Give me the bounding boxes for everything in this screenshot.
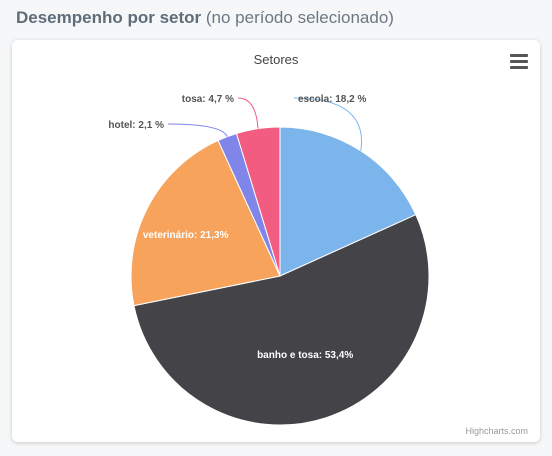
pie-chart: Setores escola: 18,2 % banho e tosa: 53,4… <box>108 52 430 426</box>
data-label-tosa: tosa: 4,7 % <box>182 94 234 105</box>
connector-hotel <box>167 123 228 137</box>
data-label-veterinário: veterinário: 21,3% <box>143 230 229 241</box>
data-label-hotel: hotel: 2,1 % <box>108 120 164 131</box>
pie-slice-tosa[interactable] <box>235 126 281 277</box>
section-title: Desempenho por setor <box>16 8 202 27</box>
pie-slice-escola[interactable] <box>279 126 417 277</box>
data-label-escola: escola: 18,2 % <box>298 94 366 105</box>
section-heading: Desempenho por setor (no período selecio… <box>16 8 394 28</box>
connector-tosa <box>237 97 259 129</box>
hamburger-menu-icon[interactable] <box>510 54 528 70</box>
section-subtitle: (no período selecionado) <box>205 8 394 27</box>
connector-escola <box>293 97 363 151</box>
pie-slice-veterinário[interactable] <box>130 139 281 307</box>
chart-title: Setores <box>254 52 299 67</box>
pie-slice-banho-e-tosa[interactable] <box>133 214 430 426</box>
chart-card: Setores escola: 18,2 % banho e tosa: 53,4… <box>12 40 540 442</box>
data-label-banho-e-tosa: banho e tosa: 53,4% <box>257 350 353 361</box>
credits-link[interactable]: Highcharts.com <box>465 426 528 436</box>
